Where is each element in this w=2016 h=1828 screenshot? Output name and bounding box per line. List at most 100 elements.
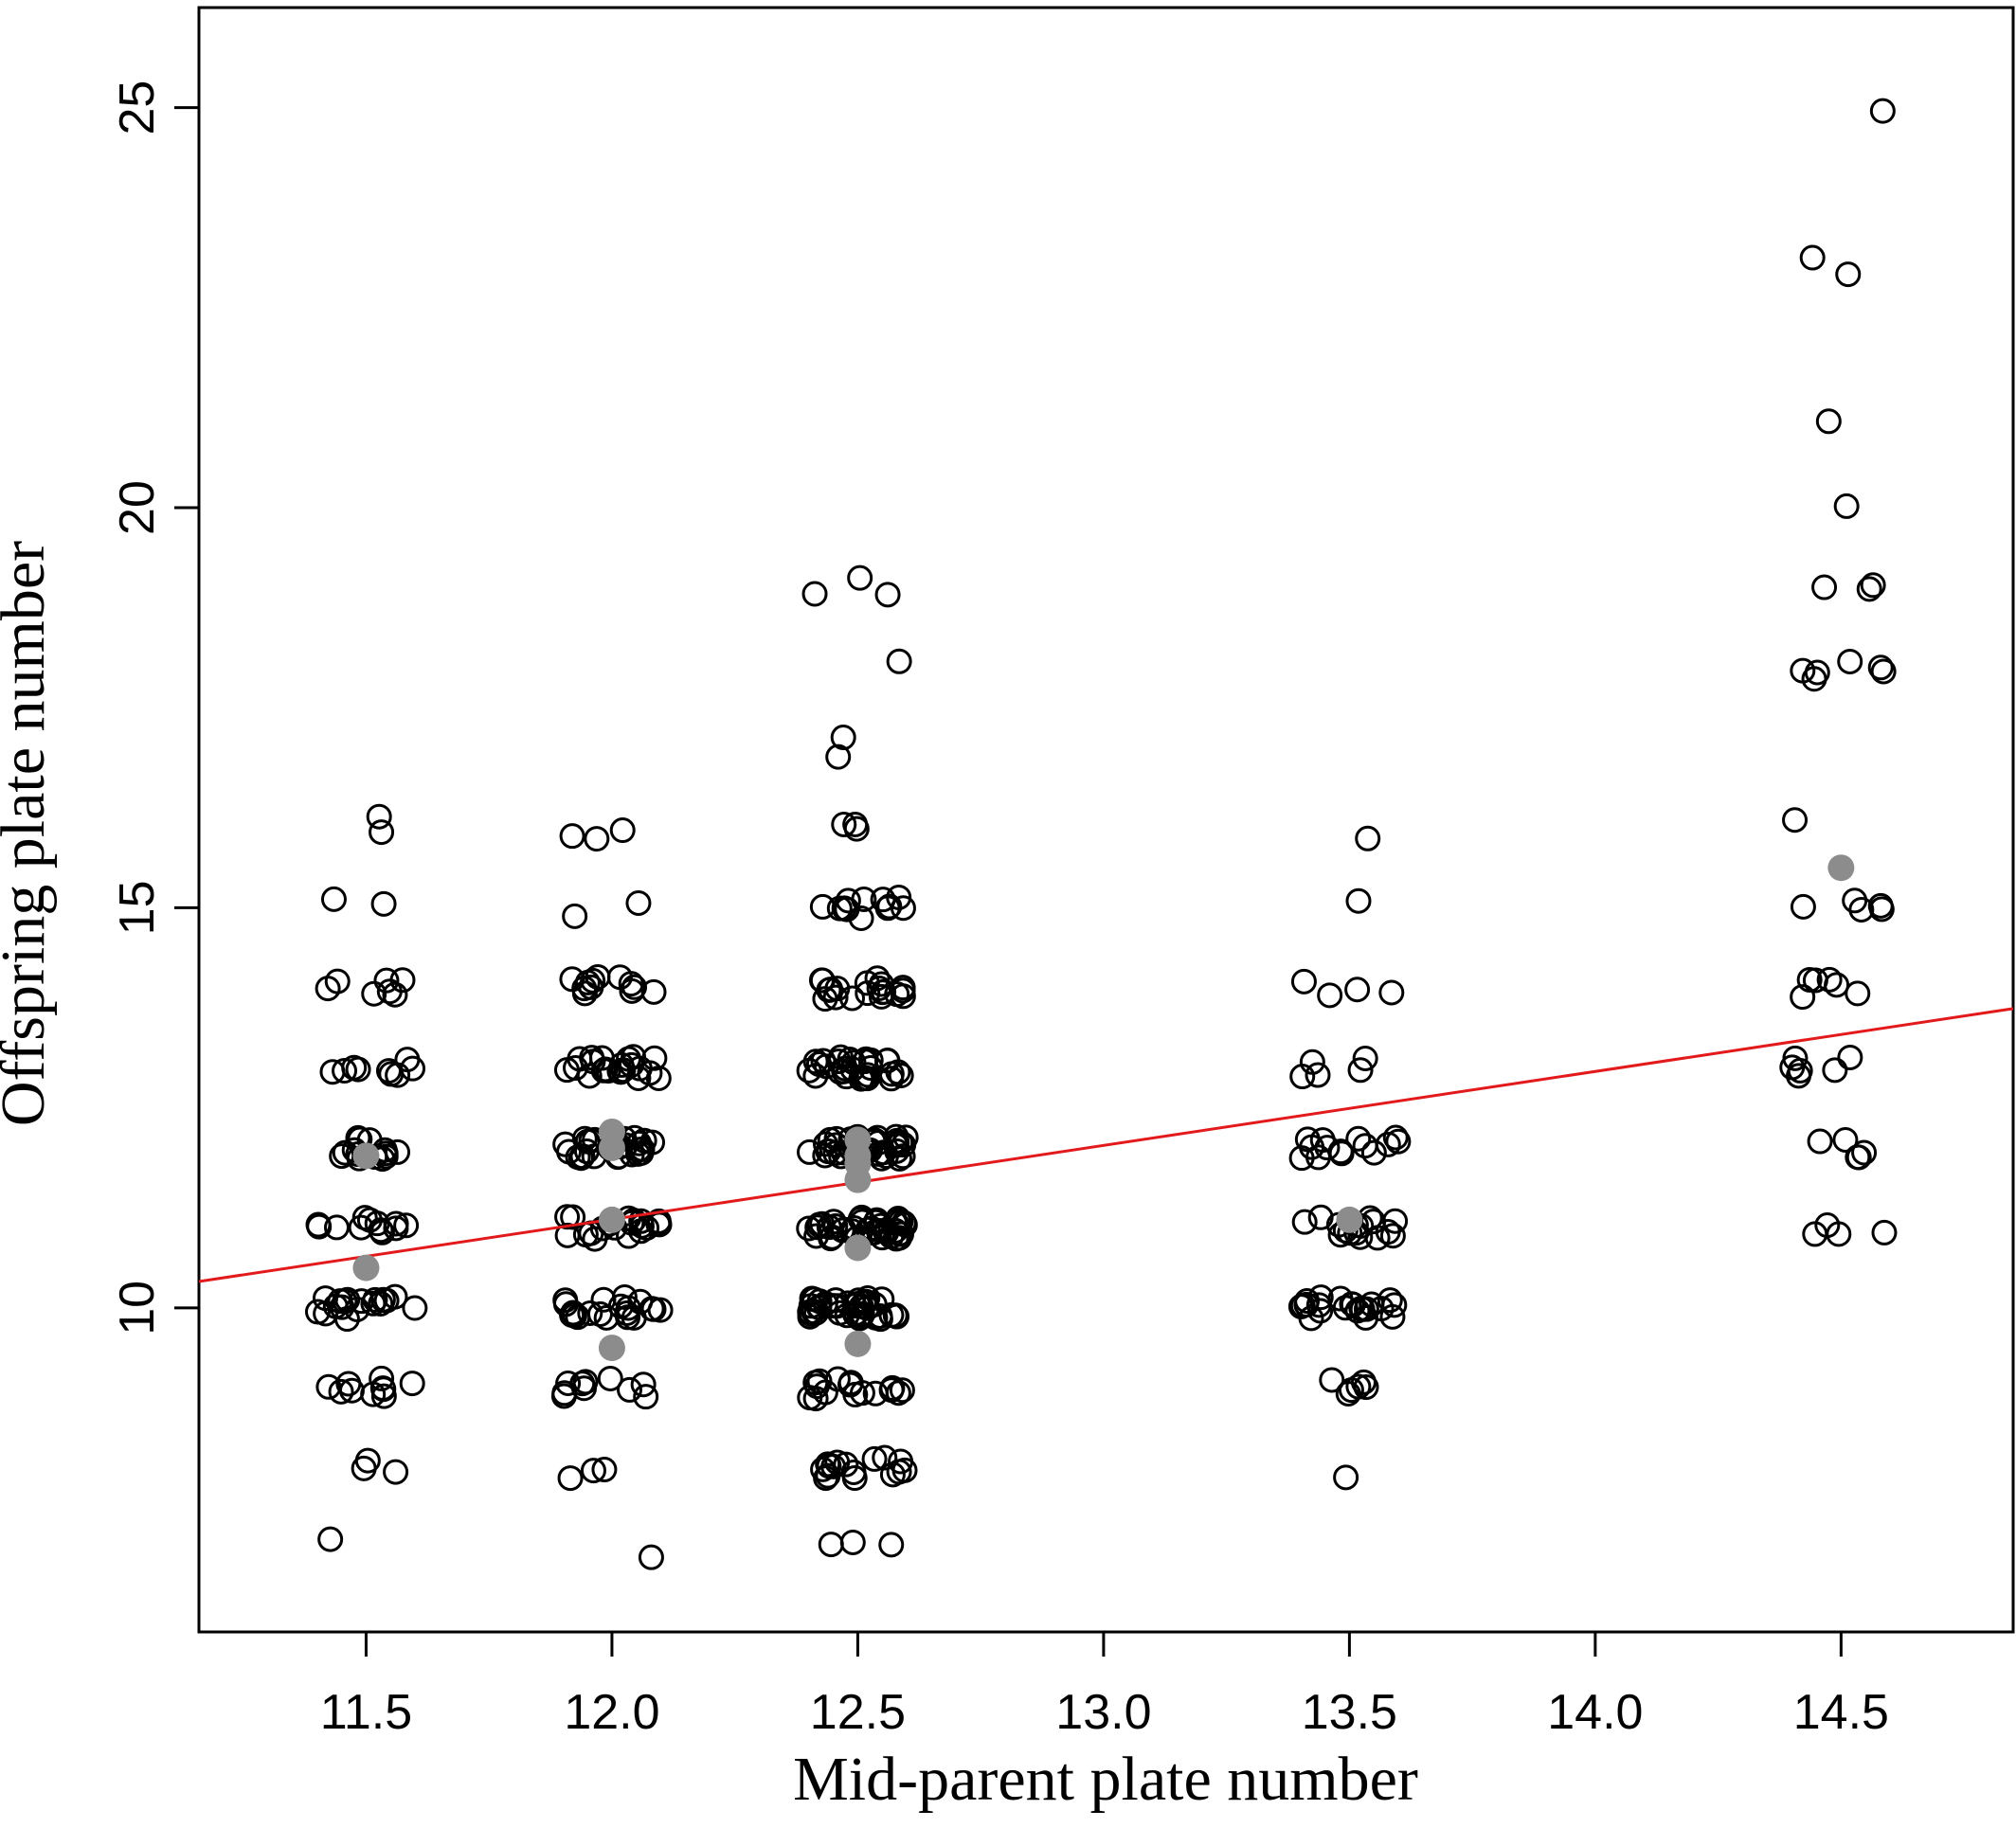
data-point bbox=[557, 1465, 584, 1492]
data-point bbox=[1327, 1285, 1354, 1312]
data-point bbox=[835, 887, 861, 914]
y-axis-title: Offspring plate number bbox=[0, 541, 58, 1126]
data-point bbox=[638, 1544, 664, 1570]
data-point bbox=[378, 1061, 405, 1087]
data-point bbox=[1870, 658, 1897, 685]
data-point bbox=[1344, 977, 1371, 1003]
data-point bbox=[625, 889, 652, 916]
data-point bbox=[615, 1304, 641, 1331]
data-point bbox=[382, 981, 408, 1008]
data-point bbox=[315, 976, 341, 1002]
data-point bbox=[825, 744, 852, 770]
data-point bbox=[305, 1211, 332, 1238]
data-point bbox=[1382, 1124, 1409, 1151]
data-point bbox=[399, 1371, 425, 1397]
data-point bbox=[1815, 408, 1842, 435]
data-point bbox=[1307, 1204, 1334, 1230]
data-point bbox=[584, 826, 610, 852]
data-point bbox=[1801, 666, 1827, 692]
data-point bbox=[1352, 1045, 1378, 1071]
data-point bbox=[567, 1046, 593, 1072]
mean-point bbox=[352, 1142, 380, 1170]
data-point bbox=[383, 1459, 409, 1485]
data-point bbox=[849, 1380, 875, 1407]
data-point bbox=[1345, 1373, 1372, 1400]
data-point bbox=[368, 1290, 394, 1317]
data-point bbox=[847, 565, 873, 591]
data-point bbox=[618, 971, 644, 997]
mean-point bbox=[1336, 1206, 1363, 1233]
data-point bbox=[370, 890, 397, 917]
data-point bbox=[370, 1383, 397, 1409]
data-point bbox=[1832, 1126, 1859, 1153]
x-tick-label: 13.0 bbox=[1055, 1685, 1151, 1740]
data-point bbox=[839, 1529, 866, 1555]
data-point bbox=[317, 1526, 344, 1552]
data-point bbox=[552, 1287, 579, 1314]
data-point bbox=[1782, 807, 1809, 833]
data-point bbox=[1291, 1209, 1318, 1235]
data-point bbox=[369, 819, 395, 846]
data-point bbox=[1790, 893, 1816, 920]
mean-point bbox=[844, 1166, 872, 1193]
data-point bbox=[813, 1465, 839, 1492]
data-point bbox=[1345, 1125, 1372, 1152]
data-point bbox=[818, 1226, 844, 1252]
data-point bbox=[554, 1222, 581, 1248]
data-point bbox=[888, 1062, 914, 1088]
data-point bbox=[886, 648, 912, 674]
data-point bbox=[888, 1448, 914, 1475]
data-point bbox=[402, 1295, 428, 1321]
mean-point bbox=[598, 1335, 625, 1362]
data-point bbox=[831, 811, 857, 837]
data-point bbox=[578, 974, 604, 1000]
data-point bbox=[847, 1206, 873, 1232]
data-point bbox=[868, 983, 894, 1010]
x-tick-label: 12.0 bbox=[564, 1685, 659, 1740]
data-point bbox=[1328, 1140, 1355, 1167]
data-point bbox=[1307, 1298, 1334, 1324]
data-point bbox=[351, 1205, 378, 1231]
data-point bbox=[818, 1532, 844, 1558]
data-point bbox=[580, 1458, 606, 1484]
data-point bbox=[876, 893, 903, 920]
x-tick-label: 12.5 bbox=[810, 1685, 906, 1740]
data-point bbox=[816, 1214, 842, 1241]
x-tick-label: 14.5 bbox=[1793, 1685, 1889, 1740]
data-point bbox=[840, 1459, 867, 1485]
data-point bbox=[617, 1376, 643, 1403]
data-point bbox=[1379, 1223, 1406, 1249]
mean-point bbox=[352, 1254, 380, 1281]
data-point bbox=[630, 1371, 657, 1398]
data-point bbox=[884, 1129, 910, 1156]
data-point bbox=[1816, 966, 1843, 993]
data-point bbox=[857, 1047, 884, 1073]
data-point bbox=[1305, 1062, 1331, 1088]
data-point bbox=[559, 823, 585, 850]
data-point bbox=[1378, 979, 1405, 1006]
data-point bbox=[878, 1061, 905, 1087]
data-point bbox=[1867, 892, 1894, 919]
data-point bbox=[1856, 576, 1882, 602]
data-point bbox=[621, 974, 648, 1000]
data-point bbox=[805, 1051, 832, 1078]
data-point bbox=[886, 1459, 912, 1485]
data-point bbox=[362, 1286, 388, 1313]
data-point bbox=[802, 1386, 829, 1412]
data-point bbox=[874, 582, 901, 608]
data-point bbox=[874, 1048, 901, 1073]
data-point bbox=[626, 1137, 653, 1163]
data-point bbox=[801, 1299, 827, 1325]
x-tick-label: 11.5 bbox=[320, 1685, 412, 1740]
plot-frame bbox=[197, 6, 2015, 1634]
data-point bbox=[370, 1376, 397, 1403]
data-point bbox=[366, 803, 392, 830]
data-point bbox=[1848, 896, 1875, 923]
data-point bbox=[801, 581, 828, 607]
data-point bbox=[834, 896, 860, 923]
x-tick-label: 13.5 bbox=[1302, 1685, 1397, 1740]
data-point bbox=[580, 1048, 606, 1075]
data-point bbox=[803, 1223, 830, 1249]
data-point bbox=[1290, 968, 1317, 995]
data-point bbox=[1837, 648, 1863, 674]
